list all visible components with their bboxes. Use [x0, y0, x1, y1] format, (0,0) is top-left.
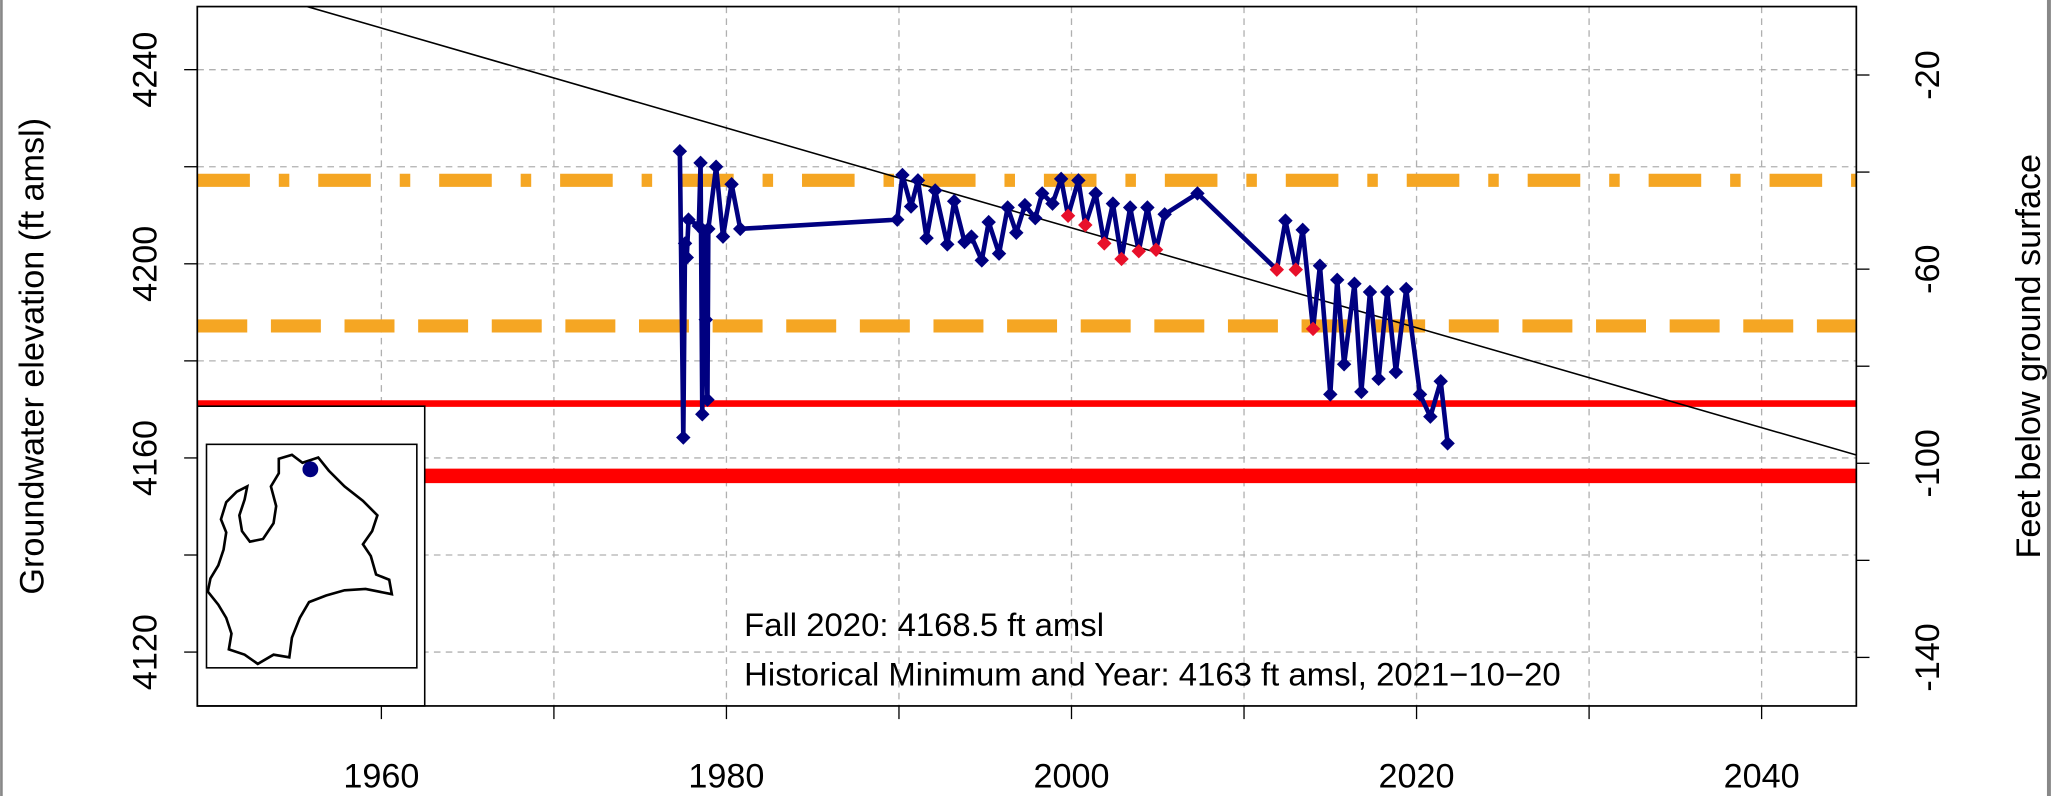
data-point	[1148, 242, 1164, 257]
data-point	[724, 176, 739, 192]
data-point	[708, 159, 724, 174]
annotation: Historical Minimum and Year: 4163 ft ams…	[744, 656, 1560, 693]
data-point	[940, 237, 955, 252]
data-point	[677, 236, 693, 251]
data-point	[715, 229, 731, 244]
annotation: Fall 2020: 4168.5 ft amsl	[744, 606, 1104, 643]
data-point	[974, 253, 990, 268]
data-point	[895, 167, 910, 183]
data-point	[1323, 387, 1338, 402]
series-line	[677, 151, 1450, 444]
y-tick-label: 4200	[126, 226, 164, 302]
inset-frame	[205, 443, 418, 669]
data-point	[1423, 409, 1438, 424]
y-tick-label: 4160	[126, 420, 164, 496]
data-point	[672, 143, 688, 159]
data-point	[681, 212, 696, 227]
plot-layer	[197, 6, 1857, 706]
data-point	[733, 221, 748, 237]
data-point	[1305, 321, 1321, 337]
data-point	[1114, 251, 1129, 267]
data-point	[1278, 213, 1293, 228]
data-point	[1295, 222, 1310, 238]
data-point	[700, 392, 715, 407]
data-point	[701, 221, 716, 237]
data-point	[927, 183, 943, 198]
data-point	[1412, 387, 1428, 402]
data-point	[676, 430, 691, 445]
data-point	[1190, 186, 1205, 201]
x-tick-label: 1960	[343, 757, 419, 795]
data-point	[1122, 200, 1138, 215]
data-point	[1071, 173, 1086, 188]
data-point	[1312, 258, 1328, 273]
y2-tick-label: -100	[1909, 429, 1947, 497]
data-point	[1078, 217, 1093, 233]
data-point	[1433, 374, 1448, 389]
data-point	[1140, 200, 1155, 215]
y-axis-label: Groundwater elevation (ft amsl)	[13, 118, 51, 595]
data-point	[991, 246, 1007, 261]
y2-tick-label: -140	[1909, 623, 1947, 691]
y2-tick-label: -20	[1909, 50, 1947, 99]
y-tick-label: 4120	[126, 614, 164, 690]
data-point	[1060, 208, 1076, 223]
y2-tick-label: -60	[1909, 244, 1947, 293]
data-point	[1034, 186, 1050, 201]
data-point	[1097, 236, 1112, 251]
data-point	[1379, 284, 1395, 300]
data-point	[1388, 364, 1404, 380]
data-point	[981, 214, 996, 230]
plot-frame	[196, 5, 1858, 707]
y2-axis-label: Feet below ground surface	[2010, 154, 2048, 559]
data-point	[1288, 262, 1304, 277]
x-tick-label: 2000	[1033, 757, 1109, 795]
data-point	[1009, 225, 1024, 240]
window-edge	[0, 0, 3, 796]
x-tick-label: 1980	[688, 757, 764, 795]
window-edge	[2046, 0, 2051, 796]
x-tick-label: 2040	[1724, 757, 1800, 795]
data-point	[1053, 171, 1069, 187]
data-point	[964, 229, 979, 244]
data-point	[698, 312, 713, 327]
trend-line	[306, 6, 1857, 456]
data-point	[903, 199, 919, 214]
data-point	[1398, 281, 1414, 297]
data-point	[1347, 276, 1362, 291]
data-point	[693, 155, 708, 171]
data-point	[1157, 207, 1172, 222]
data-point	[679, 250, 694, 265]
data-point	[1371, 371, 1386, 387]
data-point	[890, 212, 905, 227]
data-point	[1088, 186, 1103, 201]
data-point	[1440, 436, 1455, 451]
data-point	[1336, 357, 1352, 372]
data-point	[1000, 200, 1015, 215]
inset-map	[206, 453, 394, 666]
data-point	[910, 173, 926, 188]
y-tick-label: 4240	[126, 32, 164, 108]
data-point	[1362, 284, 1378, 300]
data-point	[1354, 384, 1369, 400]
data-point	[695, 407, 710, 422]
well-location	[302, 461, 319, 478]
data-point	[1329, 272, 1345, 288]
inset-box	[196, 405, 426, 707]
data-point	[919, 230, 934, 246]
data-point	[1105, 196, 1121, 211]
x-tick-label: 2020	[1379, 757, 1455, 795]
